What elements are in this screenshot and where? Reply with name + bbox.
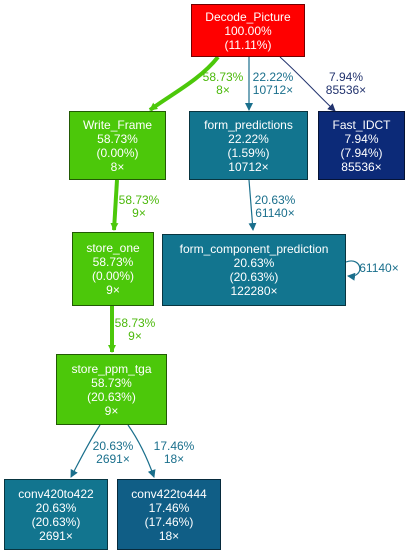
node-name: form_component_prediction <box>179 242 329 256</box>
node-name: store_ppm_tga <box>71 361 152 376</box>
edge-label-decode-to-form-predictions: 22.22% 10712× <box>248 71 298 97</box>
edge-calls: 85536× <box>325 83 367 97</box>
node-name: conv420to422 <box>18 486 94 501</box>
node-total: 22.22% <box>228 131 269 146</box>
node-total: 58.73% <box>92 255 134 269</box>
edge-pct: 7.94% <box>328 70 364 84</box>
edge-calls: 61140× <box>255 206 295 220</box>
node-total: 100.00% <box>224 23 272 38</box>
node-calls: 85536× <box>341 159 382 174</box>
node-name: Fast_IDCT <box>332 117 391 132</box>
node-calls: 8× <box>110 159 125 174</box>
node-calls: 9× <box>106 283 120 297</box>
edge-form-component-prediction-self <box>345 260 361 281</box>
node-total: 20.63% <box>35 500 77 515</box>
edge-label-decode-to-write-frame: 58.73% 8× <box>198 71 248 97</box>
node-total: 17.46% <box>148 500 190 515</box>
node-self: (17.46%) <box>144 514 194 529</box>
edge-pct: 58.73% <box>118 193 160 207</box>
node-conv420to422[interactable]: conv420to422 20.63% (20.63%) 2691× <box>4 479 108 550</box>
node-calls: 9× <box>104 403 119 418</box>
node-self: (1.59%) <box>227 145 270 160</box>
edge-decode-to-write-frame <box>148 55 220 112</box>
node-self: (0.00%) <box>96 145 139 160</box>
edge-store-ppm-tga-to-conv420to422 <box>70 424 101 478</box>
edge-label-form-predictions-to-fcp: 20.63% 61140× <box>250 194 300 220</box>
edge-calls: 10712× <box>252 83 294 97</box>
edge-calls: 9× <box>132 206 146 220</box>
node-store-one[interactable]: store_one 58.73% (0.00%) 9× <box>72 232 154 306</box>
node-name: form_predictions <box>204 117 293 132</box>
edge-pct: 20.63% <box>92 439 134 453</box>
node-fast-idct[interactable]: Fast_IDCT 7.94% (7.94%) 85536× <box>318 111 405 180</box>
edge-label-store-one-to-store-ppm-tga: 58.73% 9× <box>110 317 160 343</box>
node-name: store_one <box>86 241 140 255</box>
edge-label-fcp-self-loop: 61140× <box>356 262 402 275</box>
node-calls: 2691× <box>39 528 73 543</box>
node-total: 58.73% <box>97 131 138 146</box>
edge-pct: 58.73% <box>114 316 156 330</box>
edge-label-store-ppm-tga-to-conv420to422: 20.63% 2691× <box>88 440 138 466</box>
node-calls: 18× <box>158 528 180 543</box>
node-conv422to444[interactable]: conv422to444 17.46% (17.46%) 18× <box>117 479 221 550</box>
node-self: (0.00%) <box>91 269 135 283</box>
node-form-predictions[interactable]: form_predictions 22.22% (1.59%) 10712× <box>189 111 308 180</box>
edge-label-decode-to-fast-idct: 7.94% 85536× <box>318 71 374 97</box>
node-self: (20.63%) <box>87 389 136 404</box>
edge-write-frame-to-store-one <box>110 179 119 231</box>
node-total: 20.63% <box>233 256 275 270</box>
edge-decode-to-fast-idct <box>279 56 336 112</box>
edge-pct: 22.22% <box>252 70 294 84</box>
node-self: (20.63%) <box>31 514 81 529</box>
edge-pct: 17.46% <box>153 439 195 453</box>
edge-calls: 2691× <box>96 452 130 466</box>
edge-pct: 58.73% <box>202 70 244 84</box>
edge-calls: 61140× <box>359 261 399 275</box>
node-calls: 122280× <box>230 284 278 298</box>
node-total: 7.94% <box>344 131 379 146</box>
edge-label-write-frame-to-store-one: 58.73% 9× <box>114 194 164 220</box>
node-self: (20.63%) <box>229 270 279 284</box>
edge-calls: 8× <box>216 83 230 97</box>
node-name: conv422to444 <box>131 486 207 501</box>
node-self: (11.11%) <box>224 37 272 52</box>
node-calls: 10712× <box>228 159 269 174</box>
node-decode-picture[interactable]: Decode_Picture 100.00% (11.11%) <box>191 4 305 57</box>
edge-form-predictions-to-form-component-prediction <box>248 179 257 231</box>
node-store-ppm-tga[interactable]: store_ppm_tga 58.73% (20.63%) 9× <box>56 354 167 425</box>
node-name: Write_Frame <box>82 117 153 132</box>
node-form-component-prediction[interactable]: form_component_prediction 20.63% (20.63%… <box>162 234 346 306</box>
node-self: (7.94%) <box>340 145 383 160</box>
edge-store-ppm-tga-to-conv422to444 <box>127 424 156 478</box>
node-write-frame[interactable]: Write_Frame 58.73% (0.00%) 8× <box>69 111 166 180</box>
edge-label-store-ppm-tga-to-conv422to444: 17.46% 18× <box>149 440 199 466</box>
node-total: 58.73% <box>91 375 132 390</box>
edge-pct: 20.63% <box>254 193 296 207</box>
node-name: Decode_Picture <box>205 9 291 24</box>
edge-calls: 9× <box>128 329 142 343</box>
edge-calls: 18× <box>163 452 185 466</box>
